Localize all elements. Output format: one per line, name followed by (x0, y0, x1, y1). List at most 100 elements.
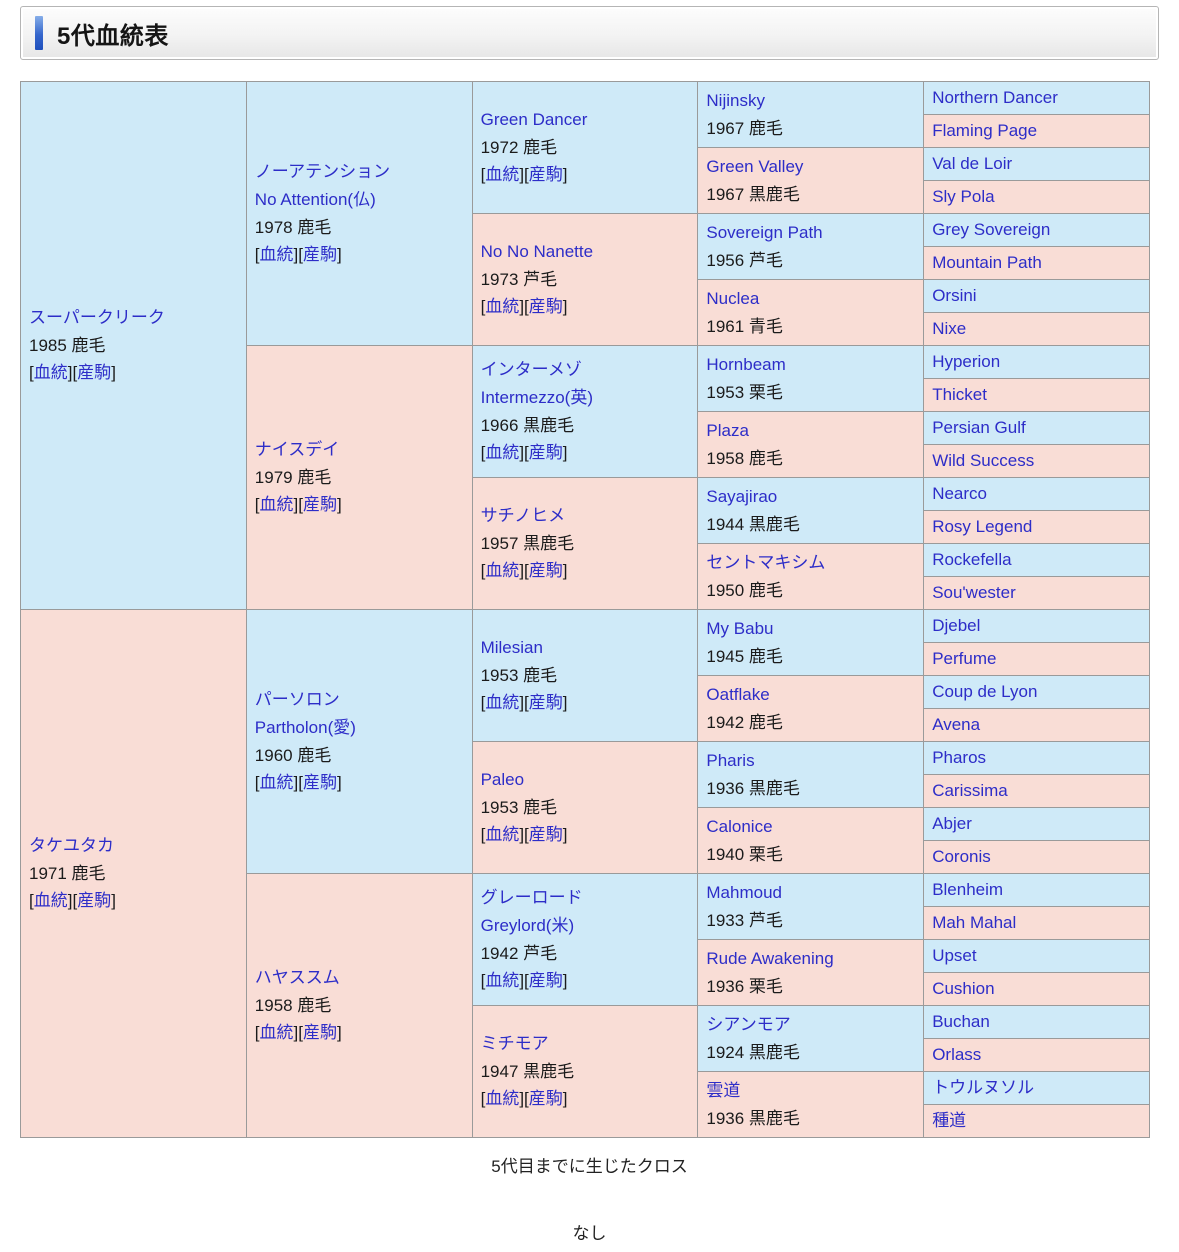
blood-link[interactable]: 血統 (485, 971, 520, 991)
pedigree-cell: サチノヒメ 1957 黒鹿毛 [血統][産駒] (471, 477, 699, 610)
pedigree-cell: グレーロード Greylord(米) 1942 芦毛 [血統][産駒] (471, 873, 699, 1006)
horse-name-link[interactable]: タケユタカ (29, 836, 114, 856)
horse-name-link[interactable]: No No Nanette (480, 242, 594, 262)
horse-name-link[interactable]: My Babu (706, 618, 774, 638)
horse-name-link[interactable]: Coronis (932, 847, 991, 867)
blood-link[interactable]: 血統 (33, 891, 68, 911)
horse-romaji-link[interactable]: Partholon(愛) (254, 717, 356, 737)
pedigree-cell: Avena (923, 708, 1150, 742)
horse-name-link[interactable]: Northern Dancer (932, 88, 1058, 108)
horse-name-link[interactable]: 種道 (932, 1111, 967, 1131)
horse-name-link[interactable]: Nuclea (706, 288, 760, 308)
horse-name-link[interactable]: Sovereign Path (706, 222, 823, 242)
blood-link[interactable]: 血統 (485, 693, 520, 713)
horse-name-link[interactable]: Plaza (706, 420, 749, 440)
horse-name-link[interactable]: Avena (932, 715, 981, 735)
horse-name-link[interactable]: ナイスデイ (254, 440, 340, 460)
blood-link[interactable]: 血統 (485, 165, 520, 185)
horse-name-link[interactable]: グレーロード (480, 888, 583, 908)
offspring-link[interactable]: 産駒 (302, 245, 337, 265)
year-coat-label: 1936 黒鹿毛 (706, 1108, 800, 1128)
offspring-link[interactable]: 産駒 (528, 297, 563, 317)
horse-romaji-link[interactable]: No Attention(仏) (254, 189, 376, 209)
horse-name-link[interactable]: Calonice (706, 816, 773, 836)
blood-link[interactable]: 血統 (33, 363, 68, 383)
horse-name-link[interactable]: Sly Pola (932, 187, 995, 207)
horse-name-link[interactable]: Pharos (932, 748, 987, 768)
blood-link[interactable]: 血統 (485, 1089, 520, 1109)
horse-name-link[interactable]: パーソロン (254, 690, 340, 710)
offspring-link[interactable]: 産駒 (77, 363, 112, 383)
horse-name-link[interactable]: サチノヒメ (480, 506, 566, 526)
horse-name-link[interactable]: Orsini (932, 286, 977, 306)
horse-name-link[interactable]: Orlass (932, 1045, 982, 1065)
offspring-link[interactable]: 産駒 (302, 1023, 337, 1043)
horse-name-link[interactable]: Green Dancer (480, 110, 588, 130)
horse-name-link[interactable]: 雲道 (706, 1080, 741, 1100)
horse-name-link[interactable]: トウルヌソル (932, 1078, 1035, 1098)
blood-link[interactable]: 血統 (485, 297, 520, 317)
horse-name-link[interactable]: Val de Loir (932, 154, 1013, 174)
horse-name-link[interactable]: Blenheim (932, 880, 1004, 900)
horse-name-link[interactable]: Hyperion (932, 352, 1001, 372)
horse-name-link[interactable]: Perfume (932, 649, 997, 669)
horse-name-link[interactable]: Rude Awakening (706, 948, 834, 968)
horse-name-link[interactable]: Rockefella (932, 550, 1012, 570)
offspring-link[interactable]: 産駒 (302, 773, 337, 793)
horse-romaji-link[interactable]: Greylord(米) (480, 915, 575, 935)
horse-name-link[interactable]: Abjer (932, 814, 972, 834)
blood-link[interactable]: 血統 (485, 443, 520, 463)
horse-name-link[interactable]: Sayajirao (706, 486, 778, 506)
horse-name-link[interactable]: ミチモア (480, 1034, 549, 1054)
horse-name-link[interactable]: Pharis (706, 750, 755, 770)
horse-name-link[interactable]: Cushion (932, 979, 995, 999)
horse-name-link[interactable]: シアンモア (706, 1014, 791, 1034)
offspring-link[interactable]: 産駒 (302, 495, 337, 515)
horse-name-link[interactable]: Coup de Lyon (932, 682, 1038, 702)
horse-name-link[interactable]: Grey Sovereign (932, 220, 1051, 240)
blood-link[interactable]: 血統 (259, 773, 294, 793)
blood-link[interactable]: 血統 (485, 825, 520, 845)
blood-link[interactable]: 血統 (259, 245, 294, 265)
horse-name-link[interactable]: Thicket (932, 385, 987, 405)
horse-name-link[interactable]: Upset (932, 946, 977, 966)
horse-name-link[interactable]: Paleo (480, 770, 525, 790)
horse-name-link[interactable]: Buchan (932, 1012, 990, 1032)
horse-name-link[interactable]: ハヤススム (254, 968, 340, 988)
horse-name-link[interactable]: Mahmoud (706, 882, 782, 902)
horse-name-link[interactable]: Carissima (932, 781, 1008, 801)
offspring-link[interactable]: 産駒 (528, 165, 563, 185)
offspring-link[interactable]: 産駒 (77, 891, 112, 911)
horse-name-link[interactable]: セントマキシム (706, 552, 826, 572)
pedigree-cell: Pharis 1936 黒鹿毛 (697, 741, 925, 808)
horse-name-link[interactable]: Djebel (932, 616, 981, 636)
offspring-link[interactable]: 産駒 (528, 693, 563, 713)
horse-name-link[interactable]: Sou'wester (932, 583, 1016, 603)
blood-link[interactable]: 血統 (485, 561, 520, 581)
horse-name-link[interactable]: Oatflake (706, 684, 770, 704)
horse-name-link[interactable]: ノーアテンション (254, 162, 391, 182)
horse-name-link[interactable]: Nearco (932, 484, 987, 504)
horse-name-link[interactable]: Milesian (480, 638, 543, 658)
horse-name-link[interactable]: Nixe (932, 319, 967, 339)
horse-name-link[interactable]: Flaming Page (932, 121, 1038, 141)
offspring-link[interactable]: 産駒 (528, 825, 563, 845)
horse-name-link[interactable]: Green Valley (706, 156, 804, 176)
horse-romaji-link[interactable]: Intermezzo(英) (480, 387, 594, 407)
horse-name-link[interactable]: Wild Success (932, 451, 1035, 471)
horse-name-link[interactable]: Mah Mahal (932, 913, 1017, 933)
offspring-link[interactable]: 産駒 (528, 443, 563, 463)
horse-name-link[interactable]: インターメゾ (480, 360, 582, 380)
horse-name-link[interactable]: Nijinsky (706, 90, 765, 110)
horse-name-link[interactable]: スーパークリーク (29, 308, 165, 328)
blood-link[interactable]: 血統 (259, 1023, 294, 1043)
horse-name-link[interactable]: Mountain Path (932, 253, 1042, 273)
blood-link[interactable]: 血統 (259, 495, 294, 515)
offspring-link[interactable]: 産駒 (528, 1089, 563, 1109)
cell-links: [血統][産駒] (29, 363, 116, 383)
horse-name-link[interactable]: Rosy Legend (932, 517, 1033, 537)
horse-name-link[interactable]: Persian Gulf (932, 418, 1026, 438)
horse-name-link[interactable]: Hornbeam (706, 354, 786, 374)
offspring-link[interactable]: 産駒 (528, 971, 563, 991)
offspring-link[interactable]: 産駒 (528, 561, 563, 581)
